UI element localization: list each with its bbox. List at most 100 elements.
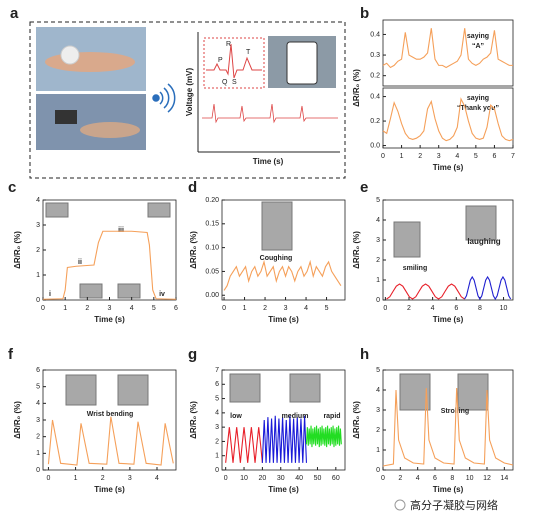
photo (45, 202, 69, 218)
x-tick-label: 3 (108, 305, 112, 312)
x-tick-label: 10 (240, 475, 248, 482)
x-tick-label: 5 (325, 305, 329, 312)
y-tick-label: 0.4 (370, 31, 380, 38)
y-tick-label: 2 (376, 257, 380, 264)
y-tick-label: 1 (376, 447, 380, 454)
y-tick-label: 4 (36, 197, 40, 204)
data-line (261, 415, 307, 463)
y-axis-label: ΔR/R₀ (%) (352, 231, 361, 269)
x-axis-label: Time (s) (268, 315, 299, 324)
y-tick-label: 0 (215, 467, 219, 474)
x-tick-label: 3 (128, 475, 132, 482)
y-axis-label: ΔR/R₀ (%) (352, 401, 361, 439)
photo (65, 374, 97, 406)
photo (261, 201, 293, 251)
annotation: Coughing (260, 255, 293, 262)
y-axis-label: ΔR/R₀ (%) (352, 69, 361, 107)
photo (117, 283, 141, 299)
y-tick-label: 5 (376, 367, 380, 374)
x-tick-label: 8 (450, 475, 454, 482)
plot-frame (382, 369, 514, 471)
y-axis-label: ΔR/R₀ (%) (13, 231, 22, 269)
ecg-zoom (206, 43, 262, 79)
x-tick-label: 20 (258, 475, 266, 482)
peak-label: S (232, 79, 237, 86)
x-tick-label: 0 (222, 305, 226, 312)
x-tick-label: 40 (295, 475, 303, 482)
data-line (305, 425, 342, 448)
y-tick-label: 0.3 (370, 52, 380, 59)
plot-frame (382, 87, 514, 149)
photo (79, 283, 103, 299)
x-axis-label: Time (s) (433, 163, 464, 172)
y-tick-label: 3 (36, 417, 40, 424)
x-tick-label: 10 (466, 475, 474, 482)
x-tick-label: 0 (46, 475, 50, 482)
plot-frame (382, 19, 514, 87)
x-axis-label: Time (s) (268, 485, 299, 494)
x-tick-label: 4 (431, 305, 435, 312)
x-tick-label: 7 (511, 153, 515, 160)
annotation: i (49, 291, 51, 298)
data-line (382, 97, 514, 142)
x-tick-label: 5 (152, 305, 156, 312)
series-label: smiling (403, 265, 428, 272)
x-tick-label: 6 (492, 153, 496, 160)
photo-phone (286, 41, 318, 85)
y-tick-label: 0 (36, 297, 40, 304)
series-label: rapid (323, 413, 340, 420)
y-tick-label: 4 (36, 400, 40, 407)
ecg-trace (202, 103, 338, 124)
panel-letter: e (360, 179, 368, 196)
y-tick-label: 1 (36, 272, 40, 279)
inset-y-label: Voltage (mV) (185, 68, 194, 117)
peak-label: P (218, 57, 223, 64)
photo (457, 373, 489, 411)
data-line (382, 28, 513, 69)
series-label: low (230, 413, 242, 420)
x-tick-label: 8 (478, 305, 482, 312)
y-tick-label: 3 (36, 222, 40, 229)
plot-frame (42, 369, 177, 471)
panel-letter: a (10, 5, 19, 22)
x-tick-label: 4 (130, 305, 134, 312)
annotation: “Thank you” (457, 105, 499, 112)
photo (36, 94, 146, 150)
x-tick-label: 4 (155, 475, 159, 482)
y-tick-label: 7 (215, 367, 219, 374)
x-tick-label: 0 (41, 305, 45, 312)
x-tick-label: 5 (474, 153, 478, 160)
photo (147, 202, 171, 218)
x-axis-label: Time (s) (94, 485, 125, 494)
y-tick-label: 6 (215, 381, 219, 388)
panel-letter: g (188, 346, 197, 363)
y-tick-label: 3 (376, 237, 380, 244)
y-axis-label: ΔR/R₀ (%) (189, 401, 198, 439)
x-tick-label: 10 (500, 305, 508, 312)
annotation: saying (467, 95, 489, 102)
annotation: iv (159, 291, 165, 298)
y-tick-label: 0.05 (205, 268, 219, 275)
x-tick-label: 4 (304, 305, 308, 312)
x-tick-label: 2 (263, 305, 267, 312)
y-axis-label: ΔR/R₀ (%) (189, 231, 198, 269)
x-tick-label: 30 (277, 475, 285, 482)
x-tick-label: 0 (383, 305, 387, 312)
y-tick-label: 0.2 (370, 73, 380, 80)
y-tick-label: 4 (215, 410, 219, 417)
y-tick-label: 0 (376, 297, 380, 304)
series-label: medium (282, 413, 309, 420)
photo-device (55, 110, 77, 124)
x-tick-label: 2 (85, 305, 89, 312)
y-tick-label: 1 (376, 277, 380, 284)
x-tick-label: 1 (74, 475, 78, 482)
y-tick-label: 1 (215, 453, 219, 460)
x-tick-label: 0 (381, 475, 385, 482)
data-line (47, 416, 174, 466)
x-tick-label: 6 (454, 305, 458, 312)
annotation: saying (467, 33, 489, 40)
watermark-icon (394, 499, 406, 511)
annotation: ii (78, 259, 82, 266)
y-tick-label: 5 (376, 197, 380, 204)
